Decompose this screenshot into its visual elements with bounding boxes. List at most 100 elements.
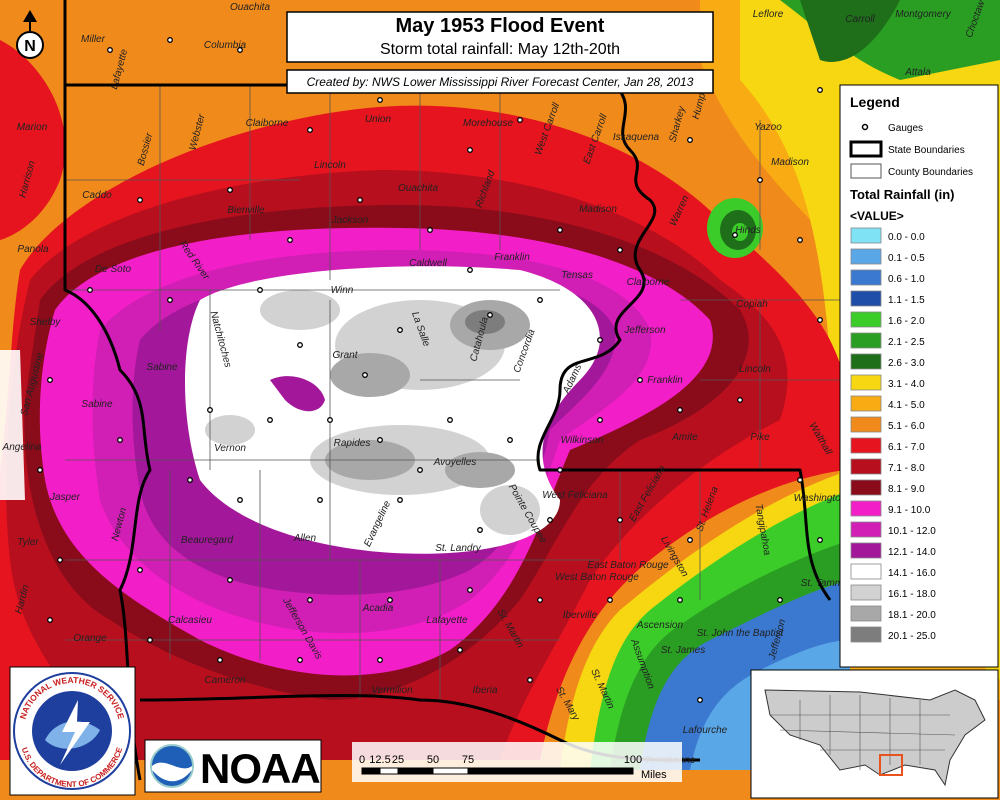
gauge [227, 187, 233, 193]
gauge [107, 47, 113, 53]
legend-swatch [850, 332, 882, 349]
scale-unit: Miles [641, 769, 667, 781]
scale-label: 50 [427, 754, 439, 766]
county-label: Lincoln [739, 364, 771, 375]
legend-swatch [850, 605, 882, 622]
gauge [737, 397, 743, 403]
nws-logo: NATIONAL WEATHER SERVICE U.S. DEPARTMENT… [9, 666, 136, 796]
gauge [397, 327, 403, 333]
gauge [117, 437, 123, 443]
county-label: Ouachita [230, 2, 270, 13]
gauge [597, 417, 603, 423]
county-label: St. John the Baptist [697, 628, 785, 639]
gauge [537, 297, 543, 303]
scale-segment [397, 767, 434, 775]
gauge [817, 87, 823, 93]
county-label: Angelina [2, 442, 42, 453]
scale-bg [352, 742, 682, 782]
gauge [687, 137, 693, 143]
gauge [47, 617, 53, 623]
county-label: Yazoo [754, 122, 782, 133]
county-label: Tyler [17, 537, 39, 548]
county-label: Issaquena [613, 132, 660, 143]
gauge [237, 497, 243, 503]
gauge [457, 647, 463, 653]
county-label: Leflore [753, 9, 784, 20]
legend-class-label: 5.1 - 6.0 [888, 421, 925, 432]
gauge [137, 567, 143, 573]
legend-class-label: 10.1 - 12.0 [888, 526, 936, 537]
county-label: Miller [81, 34, 106, 45]
county-label: Rapides [334, 438, 371, 449]
county-label: St. Tammany [801, 578, 861, 589]
legend-swatch [850, 290, 882, 307]
legend-title: Legend [850, 94, 900, 110]
county-label: Union [365, 114, 392, 125]
gauge [207, 407, 213, 413]
county-label: East Baton Rouge [587, 560, 669, 571]
scale-segment [467, 767, 504, 775]
county-label: Caddo [82, 190, 112, 201]
county-label: Ascension [636, 620, 684, 631]
legend-swatch [850, 479, 882, 496]
gauge [317, 497, 323, 503]
gauge [732, 232, 738, 238]
legend-swatch [850, 395, 882, 412]
north-arrow: N [16, 10, 44, 59]
legend-class-label: 8.1 - 9.0 [888, 484, 925, 495]
county-label: Ouachita [398, 183, 438, 194]
gauge [287, 237, 293, 243]
legend-class-label: 12.1 - 14.0 [888, 547, 936, 558]
legend-value-header: <VALUE> [850, 209, 904, 223]
gauge [547, 517, 553, 523]
county-label: Avoyelles [433, 457, 477, 468]
gauge [297, 342, 303, 348]
county-label: Grant [332, 350, 358, 361]
legend-class-label: 9.1 - 10.0 [888, 505, 931, 516]
legend-class-label: 6.1 - 7.0 [888, 442, 925, 453]
county-label: Marion [17, 122, 48, 133]
legend-swatch [850, 542, 882, 559]
gauge [237, 47, 243, 53]
title-box: May 1953 Flood Event Storm total rainfal… [286, 11, 714, 94]
gauge [607, 597, 613, 603]
gauge [687, 537, 693, 543]
gauge [87, 287, 93, 293]
gauge [377, 437, 383, 443]
legend-swatch [850, 521, 882, 538]
legend-swatch [850, 353, 882, 370]
legend-class-label: 18.1 - 20.0 [888, 610, 936, 621]
gauge [267, 417, 273, 423]
county-label: Iberville [563, 610, 598, 621]
gauge [447, 417, 453, 423]
legend-class-label: 7.1 - 8.0 [888, 463, 925, 474]
legend-swatch [850, 458, 882, 475]
gauge [677, 407, 683, 413]
county-label: Washington [794, 493, 847, 504]
legend: Legend Gauges State Boundaries County Bo… [839, 84, 999, 668]
county-label: Sabine [146, 362, 178, 373]
gauge [467, 267, 473, 273]
county-label: Copiah [736, 299, 768, 310]
north-label: N [24, 38, 36, 55]
county-label: Lafayette [426, 615, 468, 626]
gauge [557, 467, 563, 473]
county-label: Shelby [30, 317, 62, 328]
gauge [397, 497, 403, 503]
gauge [427, 227, 433, 233]
legend-class-label: 3.1 - 4.0 [888, 379, 925, 390]
gauge [417, 467, 423, 473]
legend-class-label: 16.1 - 18.0 [888, 589, 936, 600]
legend-class-label: 0.1 - 0.5 [888, 253, 925, 264]
legend-class-label: 4.1 - 5.0 [888, 400, 925, 411]
county-label: Lincoln [314, 160, 346, 171]
scale-label: 75 [462, 754, 474, 766]
county-label: Claiborne [246, 118, 289, 129]
gauge [677, 597, 683, 603]
scale-segment [361, 767, 381, 775]
legend-class-label: 0.0 - 0.0 [888, 232, 925, 243]
gauge [597, 337, 603, 343]
gauge [467, 587, 473, 593]
legend-item: Gauges [888, 123, 923, 134]
